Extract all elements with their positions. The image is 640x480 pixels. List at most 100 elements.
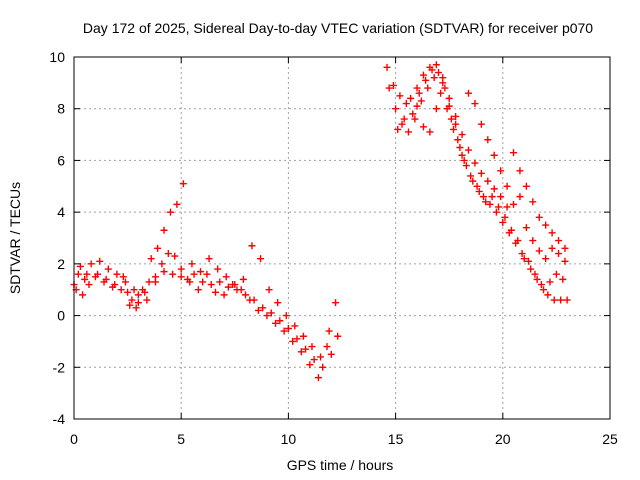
data-point: [171, 252, 179, 260]
data-point: [242, 291, 250, 299]
y-tick-label: 0: [57, 308, 65, 324]
data-point: [299, 332, 307, 340]
data-point: [284, 325, 292, 332]
data-point: [306, 361, 314, 369]
data-point: [462, 162, 470, 170]
data-point: [291, 322, 299, 330]
data-point: [302, 345, 310, 353]
data-point: [413, 84, 421, 92]
y-tick-labels: -4 -2 0 2 4 6 8 10: [49, 49, 65, 427]
data-point: [422, 76, 430, 84]
data-point: [188, 260, 196, 268]
data-point: [111, 281, 119, 289]
data-point: [542, 255, 550, 263]
data-point: [516, 193, 524, 201]
data-point: [212, 288, 220, 296]
data-point: [265, 286, 273, 294]
data-point: [214, 265, 222, 273]
data-point: [475, 187, 483, 195]
data-point: [432, 61, 440, 69]
data-point: [449, 125, 457, 133]
data-point: [522, 182, 530, 190]
data-point: [113, 270, 121, 278]
data-point: [257, 255, 265, 263]
data-point: [293, 335, 301, 343]
data-point: [289, 337, 297, 345]
data-point: [400, 115, 408, 123]
data-point: [525, 257, 533, 265]
y-tick-label: 8: [57, 101, 65, 117]
data-point: [471, 100, 479, 108]
data-point: [96, 257, 104, 265]
data-point: [555, 250, 563, 258]
data-point: [154, 244, 162, 252]
data-point: [145, 278, 153, 286]
data-point: [79, 291, 87, 299]
data-point: [531, 270, 539, 278]
data-point: [166, 208, 174, 216]
data-point: [477, 169, 485, 177]
x-tick-labels: 0 5 10 15 20 25: [70, 431, 618, 447]
data-point: [460, 156, 468, 164]
data-point: [102, 275, 110, 283]
data-point: [503, 182, 511, 190]
grid: [74, 57, 610, 419]
data-point: [544, 291, 552, 299]
data-point: [248, 242, 256, 250]
data-point: [177, 273, 185, 281]
data-point: [473, 182, 481, 190]
data-point: [117, 286, 125, 294]
data-point: [484, 136, 492, 144]
data-point: [445, 102, 453, 110]
data-point: [529, 237, 537, 245]
data-point: [426, 128, 434, 136]
data-point: [499, 218, 507, 226]
data-point: [432, 105, 440, 113]
data-point: [151, 278, 159, 286]
data-point: [424, 84, 432, 92]
data-point: [452, 120, 460, 128]
data-point: [207, 281, 215, 289]
data-point: [186, 278, 194, 286]
data-point: [203, 270, 211, 278]
data-point: [276, 317, 284, 325]
data-point: [327, 350, 335, 358]
data-point: [246, 296, 254, 304]
data-point: [83, 270, 91, 278]
data-point: [282, 312, 290, 320]
data-point: [514, 237, 522, 245]
data-point: [439, 74, 447, 82]
data-point: [126, 301, 134, 309]
data-point: [507, 226, 515, 234]
data-point: [464, 146, 472, 154]
x-tick-label: 0: [70, 431, 78, 447]
data-point: [492, 208, 500, 216]
data-point: [555, 237, 563, 245]
data-point: [529, 198, 537, 206]
data-point: [259, 304, 267, 312]
data-point: [254, 306, 262, 314]
data-point: [490, 185, 498, 193]
data-point: [548, 244, 556, 252]
data-point: [419, 123, 427, 131]
x-tick-label: 5: [177, 431, 185, 447]
data-point: [87, 260, 95, 268]
data-point: [497, 193, 505, 201]
data-point: [383, 63, 391, 71]
data-point: [132, 304, 140, 312]
data-point: [495, 203, 503, 211]
data-point: [510, 149, 518, 157]
data-point: [272, 319, 280, 327]
data-point: [501, 213, 509, 221]
y-tick-label: 4: [57, 204, 65, 220]
data-point: [548, 229, 556, 237]
data-point: [537, 281, 545, 289]
data-point: [239, 275, 247, 283]
data-point: [445, 94, 453, 102]
data-point: [396, 92, 404, 100]
data-point: [542, 221, 550, 229]
data-point: [224, 283, 232, 291]
y-axis-label: SDTVAR / TECUs: [7, 182, 23, 294]
data-point: [314, 374, 322, 382]
data-point: [134, 291, 142, 299]
